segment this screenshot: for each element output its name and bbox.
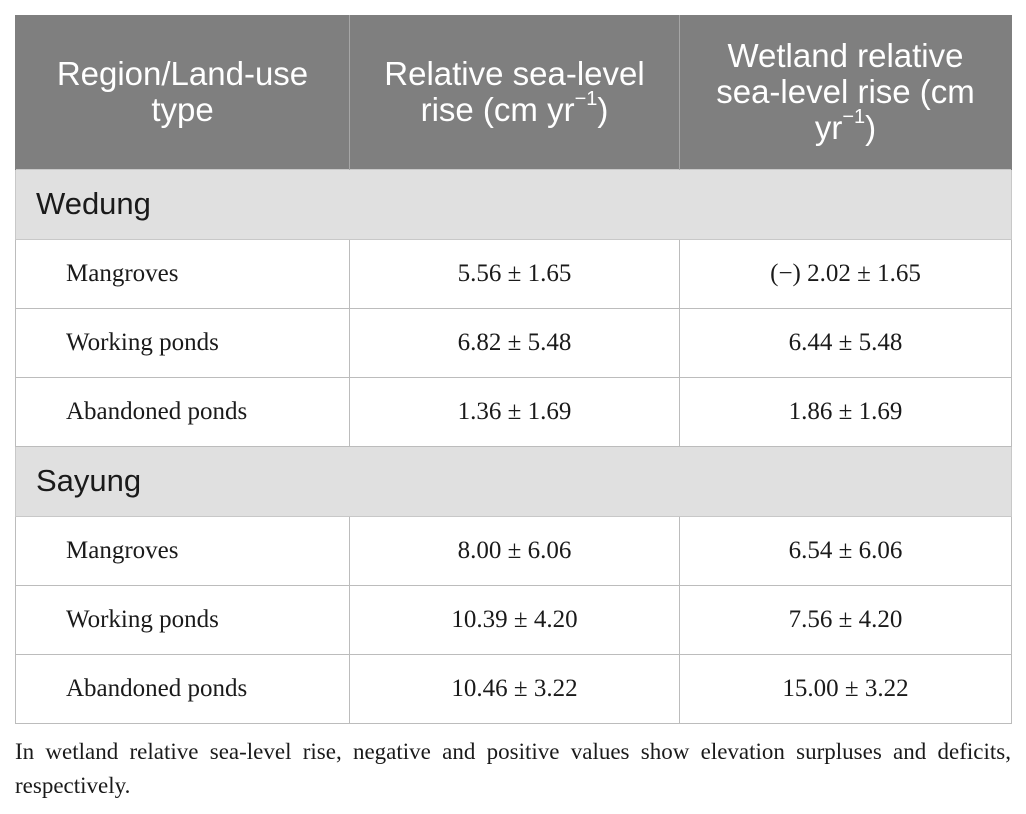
relative-slr-cell: 10.39 ± 4.20 [349, 584, 680, 655]
header-row: Region/Land-use type Relative sea-level … [15, 15, 1012, 169]
header-region-land-use: Region/Land-use type [15, 15, 350, 169]
table-header: Region/Land-use type Relative sea-level … [15, 15, 1012, 169]
table-row: Abandoned ponds 1.36 ± 1.69 1.86 ± 1.69 [15, 376, 1012, 447]
group-row-sayung: Sayung [15, 445, 1012, 517]
land-use-type-cell: Mangroves [15, 515, 350, 586]
relative-slr-cell: 1.36 ± 1.69 [349, 376, 680, 447]
sea-level-rise-table: Region/Land-use type Relative sea-level … [15, 15, 1012, 724]
header-region-land-use-label: Region/Land-use type [56, 54, 309, 128]
table-row: Working ponds 6.82 ± 5.48 6.44 ± 5.48 [15, 307, 1012, 378]
group-label: Wedung [15, 168, 1012, 240]
data-table-container: Region/Land-use type Relative sea-level … [15, 15, 1012, 724]
header-wetland-relative-slr-label: Wetland relative sea-level rise (cm yr [716, 36, 975, 146]
relative-slr-cell: 6.82 ± 5.48 [349, 307, 680, 378]
table-footnote: In wetland relative sea-level rise, nega… [15, 739, 1011, 798]
header-wetland-relative-slr: Wetland relative sea-level rise (cm yr−1… [679, 15, 1012, 169]
header-relative-slr-exponent: −1 [574, 87, 598, 110]
header-relative-slr: Relative sea-level rise (cm yr−1) [349, 15, 680, 169]
relative-slr-cell: 10.46 ± 3.22 [349, 653, 680, 724]
group-label: Sayung [15, 445, 1012, 517]
wetland-relative-slr-cell: (−) 2.02 ± 1.65 [679, 238, 1012, 309]
wetland-relative-slr-cell: 7.56 ± 4.20 [679, 584, 1012, 655]
header-wetland-relative-slr-close: ) [865, 108, 877, 146]
header-wetland-relative-slr-exponent: −1 [842, 105, 866, 128]
land-use-type-cell: Working ponds [15, 584, 350, 655]
relative-slr-cell: 5.56 ± 1.65 [349, 238, 680, 309]
land-use-type-cell: Mangroves [15, 238, 350, 309]
wetland-relative-slr-cell: 6.44 ± 5.48 [679, 307, 1012, 378]
table-body: Wedung Mangroves 5.56 ± 1.65 (−) 2.02 ± … [15, 168, 1012, 724]
land-use-type-cell: Abandoned ponds [15, 653, 350, 724]
wetland-relative-slr-cell: 15.00 ± 3.22 [679, 653, 1012, 724]
wetland-relative-slr-cell: 6.54 ± 6.06 [679, 515, 1012, 586]
wetland-relative-slr-cell: 1.86 ± 1.69 [679, 376, 1012, 447]
land-use-type-cell: Working ponds [15, 307, 350, 378]
table-row: Working ponds 10.39 ± 4.20 7.56 ± 4.20 [15, 584, 1012, 655]
table-row: Mangroves 5.56 ± 1.65 (−) 2.02 ± 1.65 [15, 238, 1012, 309]
header-relative-slr-label: Relative sea-level rise (cm yr [384, 54, 645, 128]
relative-slr-cell: 8.00 ± 6.06 [349, 515, 680, 586]
table-row: Mangroves 8.00 ± 6.06 6.54 ± 6.06 [15, 515, 1012, 586]
table-row: Abandoned ponds 10.46 ± 3.22 15.00 ± 3.2… [15, 653, 1012, 724]
land-use-type-cell: Abandoned ponds [15, 376, 350, 447]
group-row-wedung: Wedung [15, 168, 1012, 240]
header-relative-slr-close: ) [597, 90, 609, 128]
